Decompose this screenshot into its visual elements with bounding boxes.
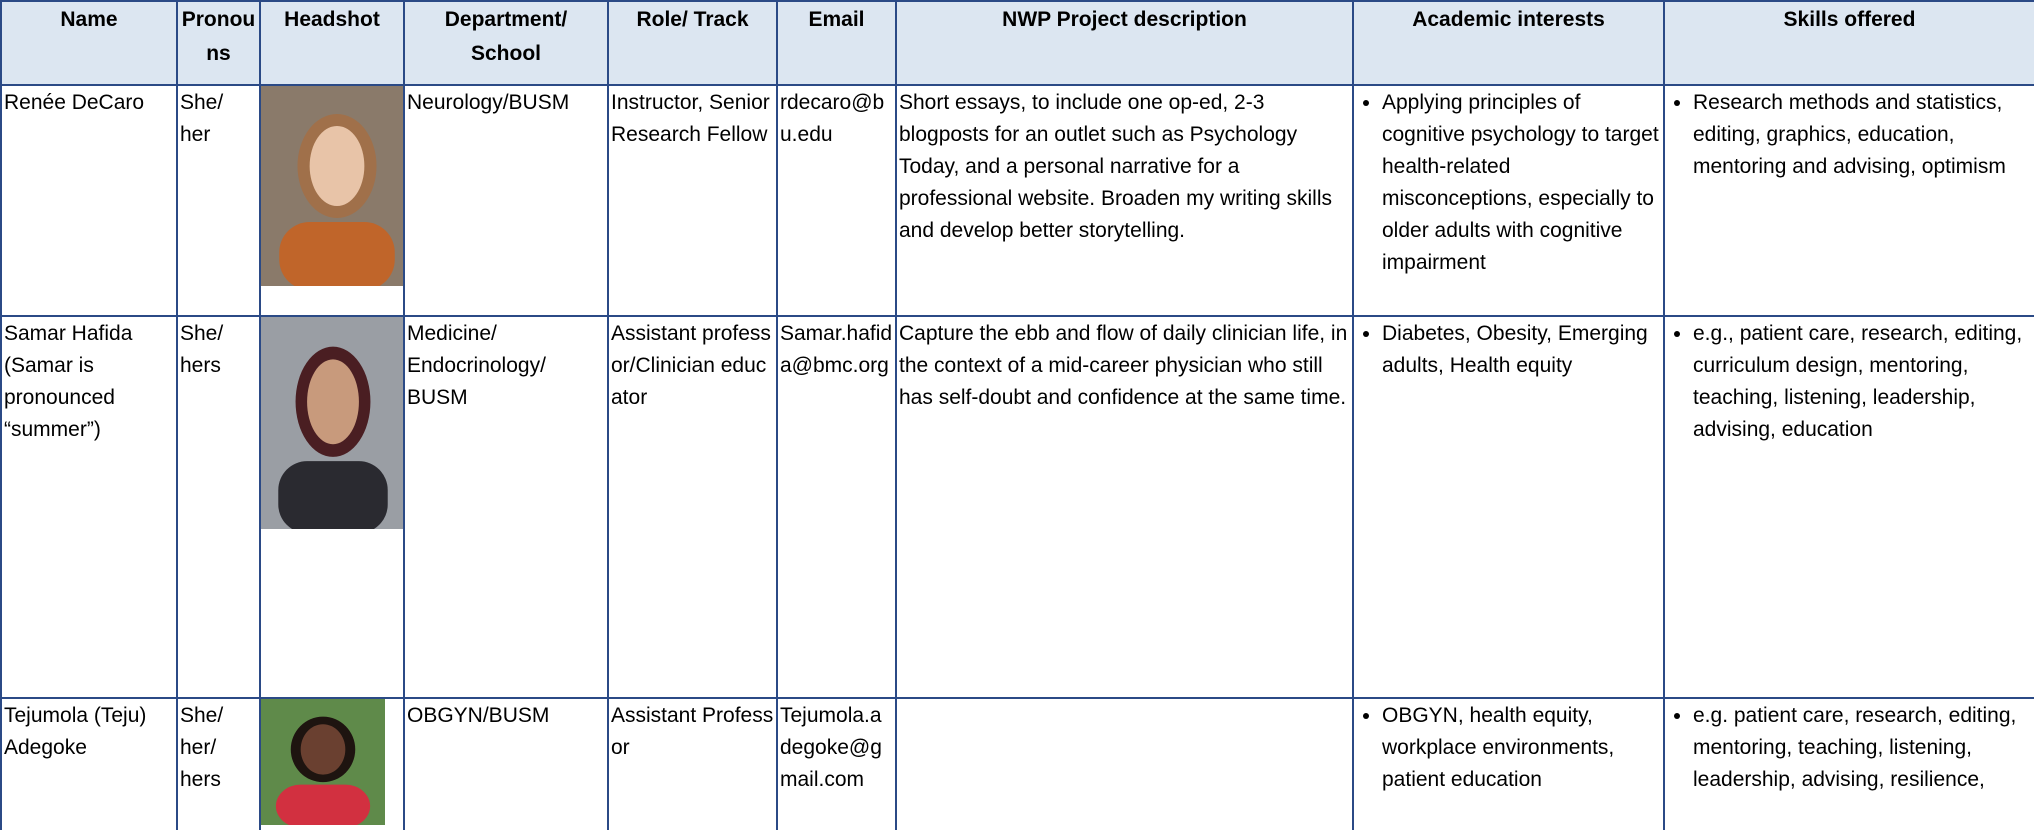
header-cell: Skills offered [1663, 0, 2034, 86]
header-cell: Headshot [259, 0, 405, 86]
pronouns-cell: She/ her [176, 84, 261, 317]
table-row: Tejumola (Teju) Adegoke She/ her/ hers OBG… [0, 697, 2034, 830]
pronouns-cell: She/ hers [176, 315, 261, 699]
department-cell: OBGYN/BUSM [403, 697, 609, 830]
skills-item: e.g. patient care, research, editing, me… [1693, 700, 2032, 796]
headshot-cell [259, 84, 405, 317]
headshot-cell [259, 315, 405, 699]
department-cell: Neurology/BUSM [403, 84, 609, 317]
photo-shape [307, 359, 359, 445]
photo-shape [300, 724, 346, 775]
headshot [262, 87, 402, 286]
skills-cell: Research methods and statistics, editing… [1663, 84, 2034, 317]
interests-item: Applying principles of cognitive psychol… [1382, 87, 1661, 279]
name-cell: Samar Hafida (Samar is pronounced “summe… [0, 315, 178, 699]
interests-list: Diabetes, Obesity, Emerging adults, Heal… [1356, 318, 1661, 382]
name: Tejumola (Teju) Adegoke [4, 704, 147, 759]
email: rdecaro@bu.edu [780, 91, 885, 146]
interests-list: Applying principles of cognitive psychol… [1356, 87, 1661, 279]
department-cell: Medicine/ Endocrinology/ BUSM [403, 315, 609, 699]
header-row: Name Pronouns Headshot Department/ School Ro… [0, 0, 2034, 86]
department: Medicine/ Endocrinology/ BUSM [407, 322, 546, 409]
role: Assistant professor/Clinician educator [611, 322, 771, 409]
skills-list: e.g. patient care, research, editing, me… [1667, 700, 2032, 796]
name: Renée DeCaro [4, 91, 145, 114]
photo-shape [275, 784, 371, 825]
table-row: Samar Hafida (Samar is pronounced “summe… [0, 315, 2034, 699]
skills-item: Research methods and statistics, editing… [1693, 87, 2032, 183]
role-cell: Assistant Professor [607, 697, 778, 830]
name: Samar Hafida (Samar is pronounced “summe… [4, 322, 133, 441]
photo-shape [309, 126, 365, 206]
interests-cell: OBGYN, health equity, workplace environm… [1352, 697, 1665, 830]
interests-cell: Applying principles of cognitive psychol… [1352, 84, 1665, 317]
role: Instructor, Senior Research Fellow [611, 91, 770, 146]
header-cell: Role/ Track [607, 0, 778, 86]
role-cell: Assistant professor/Clinician educator [607, 315, 778, 699]
pronouns: She/ her/ hers [180, 704, 224, 791]
department: OBGYN/BUSM [407, 704, 550, 727]
interests-item: Diabetes, Obesity, Emerging adults, Heal… [1382, 318, 1661, 382]
header-cell: Department/ School [403, 0, 609, 86]
description-cell [895, 697, 1354, 830]
email-cell: rdecaro@bu.edu [776, 84, 897, 317]
header-cell: Name [0, 0, 178, 86]
department: Neurology/BUSM [407, 91, 570, 114]
header-cell: Pronouns [176, 0, 261, 86]
role: Assistant Professor [611, 704, 774, 759]
photo-shape [279, 222, 395, 286]
interests-list: OBGYN, health equity, workplace environm… [1356, 700, 1661, 796]
header-cell: NWP Project description [895, 0, 1354, 86]
skills-cell: e.g. patient care, research, editing, me… [1663, 697, 2034, 830]
name-cell: Renée DeCaro [0, 84, 178, 317]
headshot [262, 318, 402, 529]
pronouns-cell: She/ her/ hers [176, 697, 261, 830]
email-cell: Tejumola.adegoke@gmail.com [776, 697, 897, 830]
description: Capture the ebb and flow of daily clinic… [899, 322, 1348, 409]
skills-cell: e.g., patient care, research, editing, c… [1663, 315, 2034, 699]
skills-list: e.g., patient care, research, editing, c… [1667, 318, 2032, 446]
skills-list: Research methods and statistics, editing… [1667, 87, 2032, 183]
pronouns: She/ hers [180, 322, 224, 377]
header-cell: Academic interests [1352, 0, 1665, 86]
photo-shape [278, 461, 388, 529]
table-row: Renée DeCaro She/ her Neurology/BUSM Instru… [0, 84, 2034, 317]
description-cell: Short essays, to include one op-ed, 2-3 … [895, 84, 1354, 317]
header-cell: Email [776, 0, 897, 86]
email-cell: Samar.hafida@bmc.org [776, 315, 897, 699]
description: Short essays, to include one op-ed, 2-3 … [899, 91, 1333, 242]
interests-cell: Diabetes, Obesity, Emerging adults, Heal… [1352, 315, 1665, 699]
email: Tejumola.adegoke@gmail.com [780, 704, 882, 791]
description-cell: Capture the ebb and flow of daily clinic… [895, 315, 1354, 699]
pronouns: She/ her [180, 91, 224, 146]
role-cell: Instructor, Senior Research Fellow [607, 84, 778, 317]
name-cell: Tejumola (Teju) Adegoke [0, 697, 178, 830]
email: Samar.hafida@bmc.org [780, 322, 893, 377]
interests-item: OBGYN, health equity, workplace environm… [1382, 700, 1661, 796]
headshot [262, 700, 385, 825]
skills-item: e.g., patient care, research, editing, c… [1693, 318, 2032, 446]
headshot-cell [259, 697, 405, 830]
